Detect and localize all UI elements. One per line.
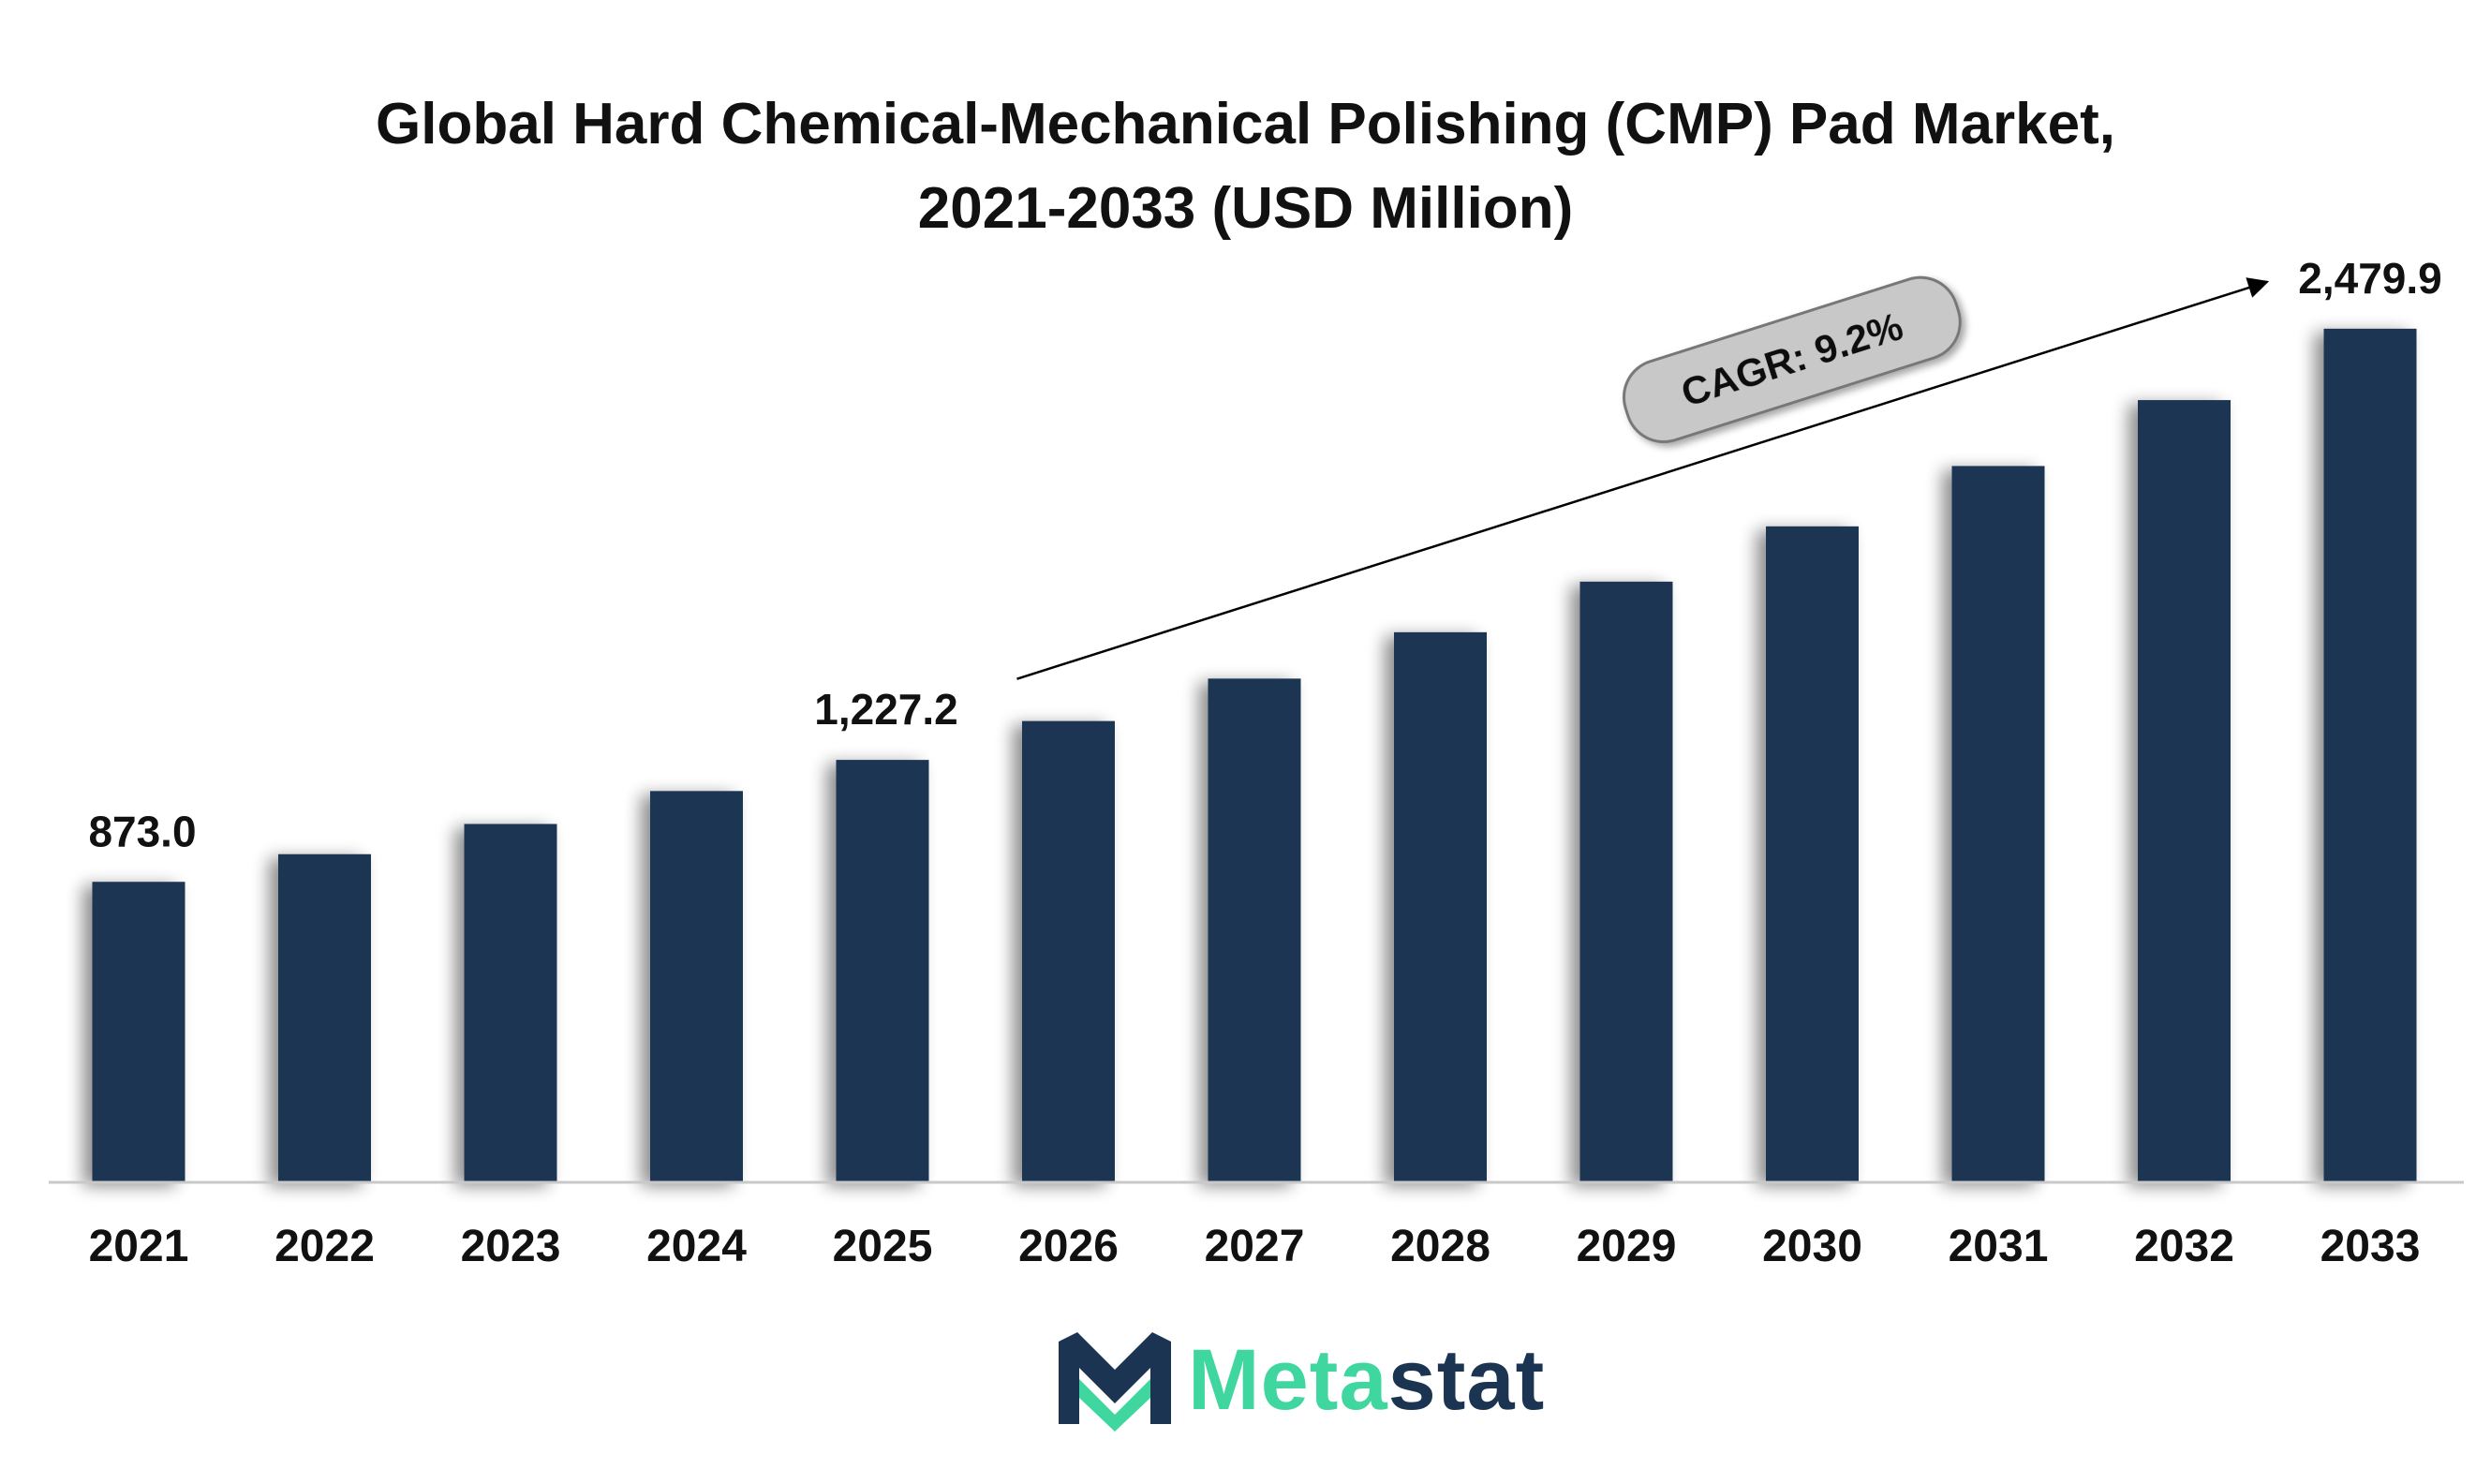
bar-2024 — [650, 791, 743, 1182]
logo-m-icon — [1059, 1332, 1171, 1432]
cagr-annotation: CAGR: 9.2% — [1016, 275, 2270, 680]
x-tick-label-2033: 2033 — [2320, 1222, 2421, 1271]
bar-2021 — [92, 882, 185, 1182]
data-label-2021: 873.0 — [88, 807, 196, 855]
logo-text-meta: Meta — [1188, 1332, 1388, 1428]
bar-chart: 2021 2022 2023 2024 2025 2026 2027 2028 2029 2030… — [49, 254, 2464, 1271]
x-tick-label-2028: 2028 — [1390, 1222, 1490, 1271]
bar-2022 — [278, 853, 371, 1182]
bar-2030 — [1766, 526, 1859, 1182]
cagr-badge-background — [1622, 275, 1962, 444]
cagr-badge: CAGR: 9.2% — [1622, 275, 1962, 444]
x-tick-label-2029: 2029 — [1577, 1222, 1677, 1271]
data-labels: 873.0 1,227.2 2,479.9 — [88, 254, 2441, 855]
x-tick-label-2026: 2026 — [1018, 1222, 1119, 1271]
bar-2026 — [1022, 720, 1115, 1182]
logo-text-stat: stat — [1387, 1332, 1546, 1428]
x-tick-label-2027: 2027 — [1205, 1222, 1305, 1271]
bar-2025 — [836, 760, 929, 1182]
x-tick-label-2031: 2031 — [1949, 1222, 2049, 1271]
x-tick-label-2024: 2024 — [646, 1222, 747, 1271]
data-label-2025: 1,227.2 — [814, 685, 957, 734]
x-tick-label-2022: 2022 — [274, 1222, 375, 1271]
data-label-2033: 2,479.9 — [2298, 254, 2441, 303]
cagr-arrow — [1016, 277, 2270, 680]
bar-2028 — [1394, 631, 1487, 1182]
chart-title-line-1: Global Hard Chemical-Mechanical Polishin… — [376, 92, 2115, 156]
bar-2032 — [2138, 400, 2231, 1183]
bar-2027 — [1208, 678, 1301, 1182]
bar-2029 — [1579, 581, 1673, 1182]
x-tick-labels: 2021 2022 2023 2024 2025 2026 2027 2028 2029 2030… — [89, 1222, 2421, 1271]
bar-2031 — [1951, 466, 2045, 1182]
chart-title-line-2: 2021-2033 (USD Million) — [917, 176, 1574, 241]
x-tick-label-2023: 2023 — [461, 1222, 561, 1271]
logo-wordmark: Metastat — [1188, 1328, 1545, 1432]
x-tick-label-2032: 2032 — [2134, 1222, 2234, 1271]
x-tick-label-2025: 2025 — [833, 1222, 933, 1271]
chart-title: Global Hard Chemical-Mechanical Polishin… — [0, 82, 2491, 251]
bars-group — [92, 328, 2417, 1183]
bar-2023 — [464, 824, 557, 1182]
x-tick-label-2030: 2030 — [1762, 1222, 1862, 1271]
x-tick-label-2021: 2021 — [89, 1222, 189, 1271]
bar-2033 — [2323, 328, 2417, 1183]
